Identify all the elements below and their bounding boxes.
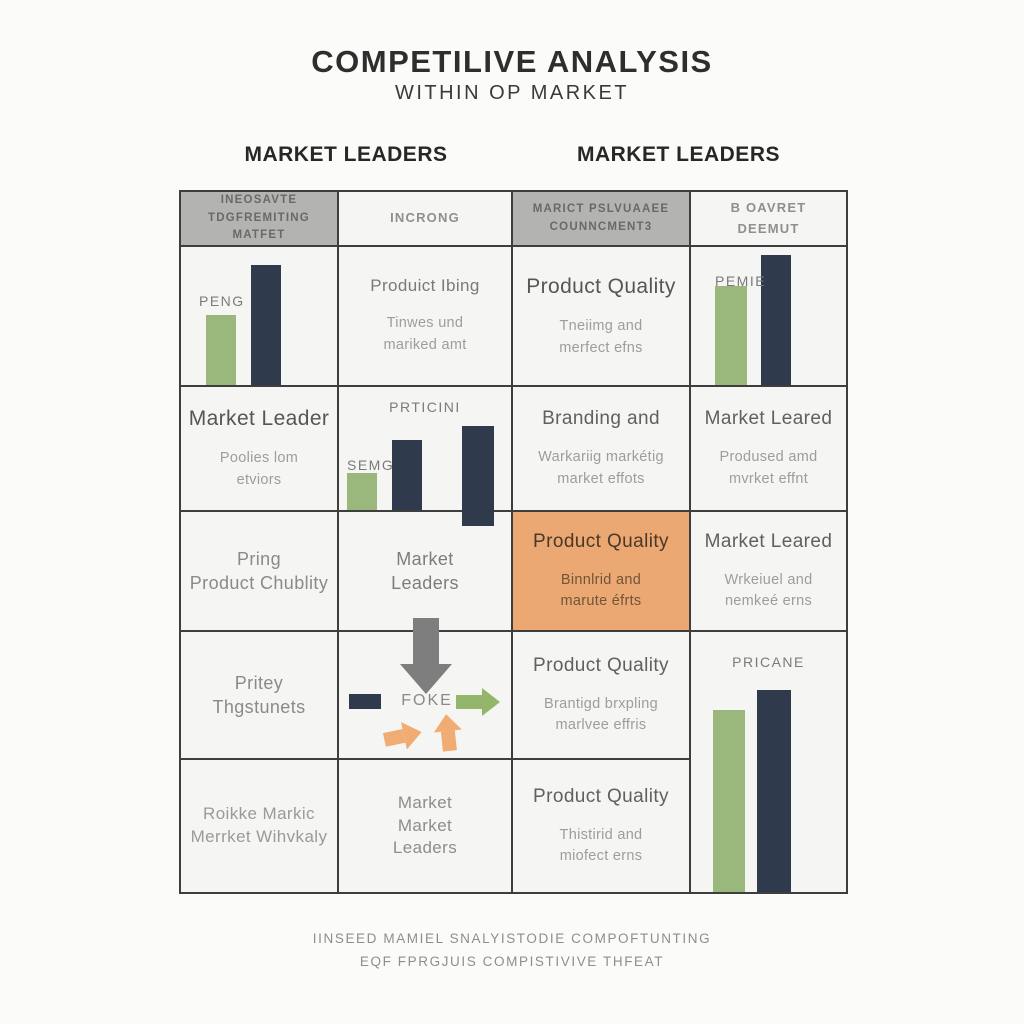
cell-r6c1: Roikke Markic Merrket Wihvkaly bbox=[181, 760, 339, 892]
cell-r3c3-title: Branding and bbox=[542, 408, 660, 430]
cell-r3c2-bar-chart: PRTICINI SEMG bbox=[339, 387, 513, 526]
section-header-left: MARKET LEADERS bbox=[244, 143, 448, 166]
cell-r6c2: Market Market Leaders bbox=[339, 760, 513, 892]
cell-r6c3: Product Quality Thistirid and miofect er… bbox=[513, 760, 691, 892]
bar-navy bbox=[251, 265, 281, 385]
bar-green bbox=[713, 710, 745, 892]
cell-r4c1: Pring Product Chublity bbox=[181, 512, 339, 632]
bar-green bbox=[347, 473, 377, 510]
cell-r2c2-title: Produict Ibing bbox=[370, 276, 480, 296]
cell-r4c3-sub: Binnlrid and marute éfrts bbox=[560, 571, 642, 610]
cell-r5c3-sub: Brantigd brxpling marlvee effris bbox=[544, 695, 658, 734]
caption-line-2: EQF FPRGJUIS COMPISTIVIVE THFEAT bbox=[359, 953, 665, 969]
cell-r2c3-sub: Tneiimg and merfect efns bbox=[559, 317, 643, 356]
cell-r4c3-highlight: Product Quality Binnlrid and marute éfrt… bbox=[513, 512, 691, 632]
cell-r5c1: Pritey Thgstunets bbox=[181, 632, 339, 760]
bar-navy bbox=[392, 440, 422, 510]
cell-r4c4-title: Market Leared bbox=[704, 530, 833, 552]
cell-r4c2: Market Leaders bbox=[339, 512, 513, 632]
cell-r2c3: Product Quality Tneiimg and merfect efns bbox=[513, 247, 691, 387]
cell-r2c2-sub: Tinwes und mariked amt bbox=[383, 315, 467, 353]
orange-right-arrow-icon bbox=[382, 718, 425, 753]
cell-r4c3-title: Product Quality bbox=[533, 530, 669, 552]
cell-r4c4-sub: Wrkeiuel and nemkeé erns bbox=[724, 571, 813, 610]
cell-r4c2-text: Market Leaders bbox=[391, 548, 459, 593]
header-cell-3: MARICT PSLVUAAEE COUNNCMENT3 bbox=[513, 192, 691, 247]
page-title: COMPETILIVE ANALYSIS bbox=[311, 44, 713, 79]
bar-navy bbox=[757, 690, 791, 892]
cell-r3c1-title: Market Leader bbox=[188, 407, 330, 431]
caption-line-1: IINSEED MAMIEL SNALYISTODIE COMPOFTUNTIN… bbox=[312, 931, 712, 946]
chart-label-semg: SEMG bbox=[347, 457, 395, 473]
section-header-right: MARKET LEADERS bbox=[576, 143, 780, 166]
bar-navy bbox=[761, 255, 791, 385]
cell-r2c4-bar-chart: PEMIE bbox=[691, 247, 846, 387]
chart-label-foke: FOKE bbox=[401, 692, 453, 709]
cell-r5c3: Product Quality Brantigd brxpling marlve… bbox=[513, 632, 691, 760]
cell-r3c4-sub: Prodused amd mvrket effnt bbox=[719, 449, 818, 487]
green-right-arrow-icon bbox=[456, 688, 500, 716]
header-cell-1: INEOSAVTE TDGFREMITING MATFET bbox=[181, 192, 339, 247]
cell-r6c1-text: Roikke Markic Merrket Wihvkaly bbox=[190, 804, 328, 846]
page-subtitle: WITHIN OP MARKET bbox=[394, 82, 630, 104]
caption: IINSEED MAMIEL SNALYISTODIE COMPOFTUNTIN… bbox=[0, 928, 1024, 974]
header-cell-4-text: B OAVRET DEEMUT bbox=[730, 200, 807, 236]
cell-r3c3-sub: Warkariig markétig market effots bbox=[538, 449, 664, 487]
cell-r5c1-text: Pritey Thgstunets bbox=[212, 672, 306, 717]
cell-r3c4-title: Market Leared bbox=[704, 408, 833, 430]
cell-r5r6c4-bar-chart: PRICANE bbox=[691, 632, 846, 892]
cell-r6c3-title: Product Quality bbox=[533, 785, 669, 807]
header-cell-1-text: INEOSAVTE TDGFREMITING MATFET bbox=[208, 193, 310, 242]
cell-r4c4: Market Leared Wrkeiuel and nemkeé erns bbox=[691, 512, 846, 632]
cell-r3c1-sub: Poolies lom etviors bbox=[219, 450, 299, 489]
chart-label-peng: PENG bbox=[199, 293, 245, 309]
cell-r6c3-sub: Thistirid and miofect erns bbox=[559, 826, 643, 865]
cell-r4c1-text: Pring Product Chublity bbox=[189, 548, 329, 593]
bar-green bbox=[715, 286, 747, 385]
header-cell-2-text: INCRONG bbox=[390, 210, 460, 226]
orange-up-arrow-icon bbox=[432, 712, 464, 753]
cell-r3c4: Market Leared Prodused amd mvrket effnt bbox=[691, 387, 846, 512]
cell-r2c3-title: Product Quality bbox=[526, 274, 676, 298]
cell-r2c2: Produict Ibing Tinwes und mariked amt bbox=[339, 247, 513, 387]
analysis-table: INEOSAVTE TDGFREMITING MATFET INCRONG MA… bbox=[179, 190, 848, 894]
down-arrow-icon bbox=[400, 618, 452, 694]
cell-r3c1: Market Leader Poolies lom etviors bbox=[181, 387, 339, 512]
header-cell-3-text: MARICT PSLVUAAEE COUNNCMENT3 bbox=[532, 202, 670, 233]
cell-r3c3: Branding and Warkariig markétig market e… bbox=[513, 387, 691, 512]
header-cell-4: B OAVRET DEEMUT bbox=[691, 192, 846, 247]
header-cell-2: INCRONG bbox=[339, 192, 513, 247]
cell-r5c2-arrows: FOKE bbox=[339, 618, 513, 760]
chart-label-pricane: PRICANE bbox=[732, 654, 805, 670]
navy-bar-icon bbox=[349, 694, 381, 709]
bar-green bbox=[206, 315, 236, 385]
chart-label-prticini: PRTICINI bbox=[389, 399, 461, 415]
chart-label-pemie: PEMIE bbox=[715, 273, 767, 289]
bar-navy-tall bbox=[462, 426, 494, 526]
cell-r5c3-title: Product Quality bbox=[533, 654, 669, 676]
cell-r2c1-bar-chart: PENG bbox=[181, 247, 339, 387]
cell-r6c2-text: Market Market Leaders bbox=[392, 792, 458, 858]
